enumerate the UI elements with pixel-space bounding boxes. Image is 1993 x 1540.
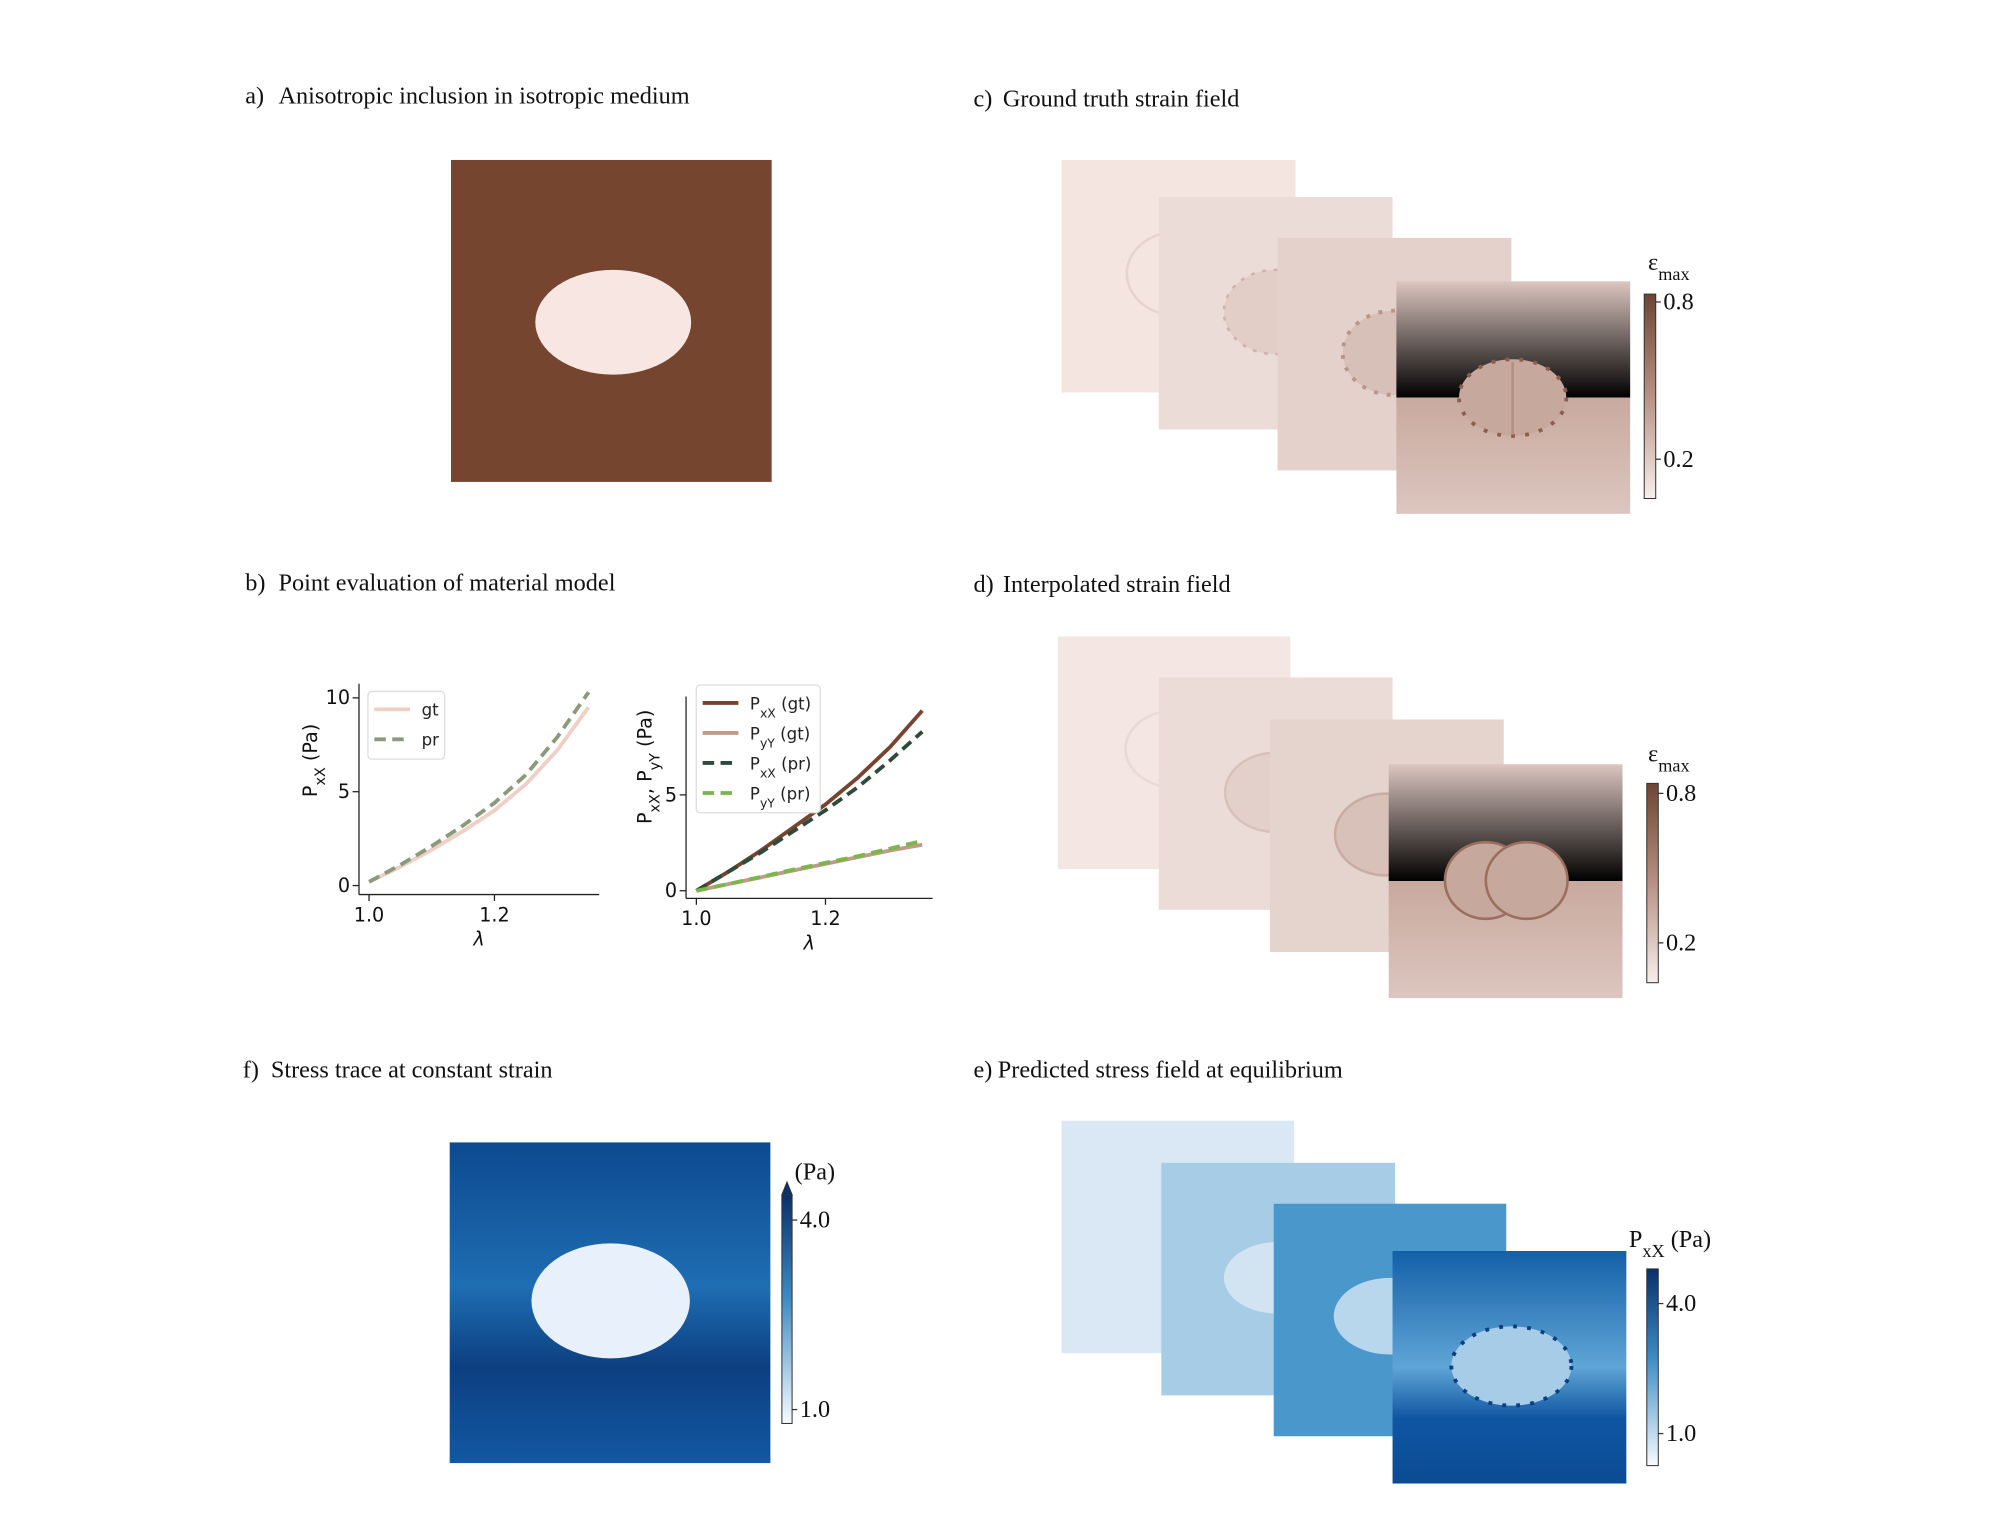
colorbar <box>1643 293 1657 500</box>
series-line <box>695 730 924 893</box>
y-tick-label: 5 <box>665 783 677 806</box>
panel-label: a) <box>245 83 264 110</box>
colorbar-tick-label: 0.8 <box>1663 289 1693 316</box>
panel-title: Point evaluation of material model <box>279 570 616 597</box>
x-tick-label: 1.0 <box>354 903 384 926</box>
panel-title: Predicted stress field at equilibrium <box>998 1056 1343 1083</box>
y-tick-label: 5 <box>338 780 350 803</box>
colorbar <box>1646 1268 1659 1467</box>
legend-box <box>695 684 821 814</box>
y-axis-label: PxX, PyY (Pa) <box>634 710 664 824</box>
colorbar-tick-label: 4.0 <box>1666 1290 1696 1317</box>
legend-label: PxX (gt) <box>750 694 811 719</box>
colorbar-tick-label: 0.2 <box>1663 446 1693 473</box>
colorbar-label: εmax <box>1648 741 1690 776</box>
panel-title: Ground truth strain field <box>1003 85 1240 112</box>
panel-label: b) <box>245 570 265 597</box>
panel-title: Anisotropic inclusion in isotropic mediu… <box>279 83 690 110</box>
colorbar-tick-label: 0.2 <box>1666 930 1696 957</box>
interp-stack <box>1057 636 1623 999</box>
y-axis-label: PxX (Pa) <box>299 724 329 797</box>
colorbar-extend <box>781 1180 793 1196</box>
legend-label: PxX (pr) <box>750 754 811 780</box>
colorbar <box>1646 782 1659 984</box>
material-map <box>450 159 772 482</box>
legend-label: gt <box>422 701 440 720</box>
stress-trace-map <box>449 1142 771 1464</box>
x-axis-label: λ <box>803 931 815 954</box>
x-axis-label: λ <box>472 928 484 951</box>
panel-label: c) <box>974 85 993 112</box>
panel-label: d) <box>974 571 994 598</box>
legend-label: PyY (gt) <box>750 724 810 750</box>
colorbar-label: (Pa) <box>795 1158 835 1185</box>
x-tick-label: 1.0 <box>681 907 711 930</box>
panel-label: f) <box>243 1056 259 1083</box>
panel-label: e) <box>974 1056 993 1083</box>
colorbar-tick-label: 1.0 <box>1666 1420 1696 1447</box>
stress-stack <box>1061 1120 1627 1484</box>
colorbar-label: PxX (Pa) <box>1629 1226 1711 1261</box>
y-tick-label: 10 <box>326 686 350 709</box>
x-tick-label: 1.2 <box>810 907 840 930</box>
y-tick-label: 0 <box>338 874 350 897</box>
colorbar-tick-label: 1.0 <box>800 1396 830 1423</box>
panel-title: Stress trace at constant strain <box>271 1056 553 1083</box>
colorbar-tick-label: 0.8 <box>1666 780 1696 807</box>
colorbar-label: εmax <box>1648 249 1690 284</box>
colorbar-tick-label: 4.0 <box>800 1207 830 1234</box>
panel-title: Interpolated strain field <box>1003 571 1231 598</box>
strain-stack <box>1061 159 1631 514</box>
series-line <box>368 691 591 884</box>
y-tick-label: 0 <box>665 879 677 902</box>
colorbar <box>781 1194 793 1424</box>
legend-label: pr <box>422 731 440 750</box>
legend-label: PyY (pr) <box>750 784 811 810</box>
x-tick-label: 1.2 <box>479 903 509 926</box>
series-line <box>696 839 923 893</box>
